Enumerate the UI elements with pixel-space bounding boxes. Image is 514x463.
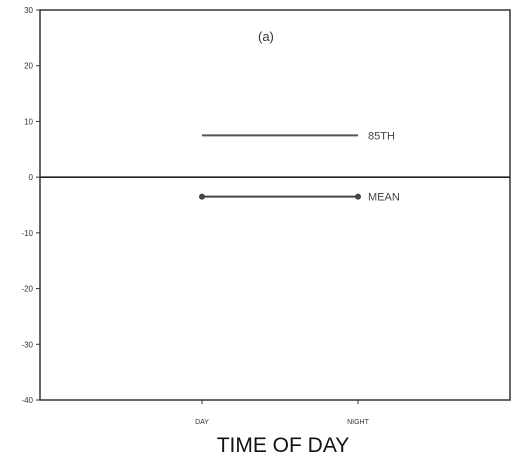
y-tick-label: -40	[21, 396, 33, 405]
data-point	[199, 193, 205, 200]
y-tick-label: 20	[24, 62, 33, 71]
series-layer: 85TH MEAN	[199, 130, 400, 204]
series-label: 85TH	[368, 130, 395, 142]
data-point	[355, 193, 361, 200]
panel-label: (a)	[258, 29, 274, 44]
y-tick-label: -20	[21, 285, 33, 294]
y-axis: -40 -30 -20 -10 0 10 20 30	[21, 6, 40, 405]
y-tick-label: 30	[24, 6, 33, 15]
x-tick-label: NIGHT	[347, 419, 370, 426]
series-label: MEAN	[368, 192, 400, 204]
y-tick-label: 10	[24, 117, 33, 126]
series-mean: MEAN	[199, 192, 400, 204]
y-tick-label: -10	[21, 229, 33, 238]
plot-frame	[39, 9, 511, 401]
series-85th: 85TH	[202, 130, 395, 142]
y-tick-label: -30	[21, 340, 33, 349]
y-tick-label: 0	[29, 173, 34, 182]
x-axis: DAY NIGHT	[195, 400, 370, 426]
x-tick-label: DAY	[195, 419, 209, 426]
x-axis-title: TIME OF DAY	[217, 434, 350, 457]
